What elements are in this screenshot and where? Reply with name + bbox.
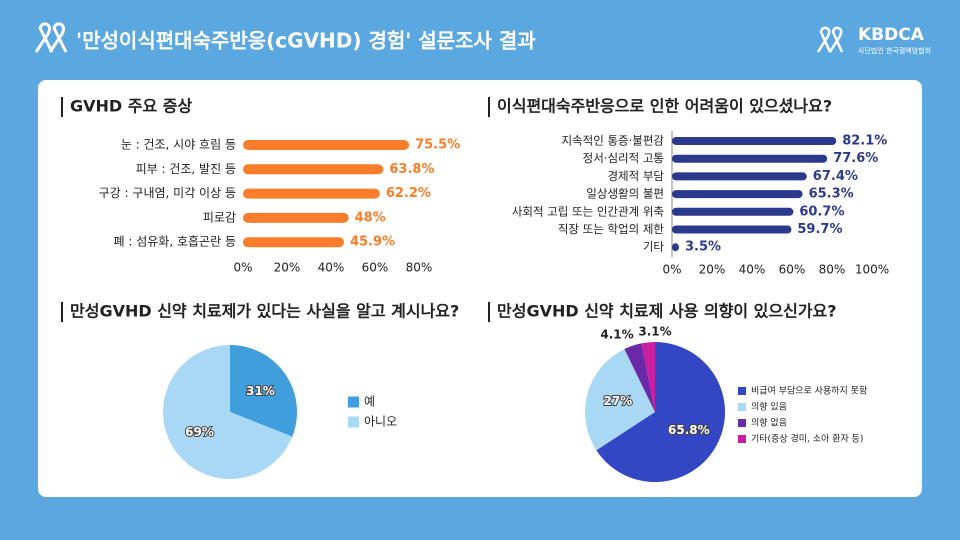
legend-label: 비급여 부담으로 사용하지 못함 xyxy=(751,385,867,397)
value-label: 65.3% xyxy=(809,187,854,202)
bar xyxy=(672,207,794,216)
value-label: 67.4% xyxy=(813,169,858,184)
value-label: 48% xyxy=(355,210,386,225)
bar xyxy=(672,137,837,145)
slice-label: 27% xyxy=(604,394,633,408)
x-tick-label: 40% xyxy=(318,261,345,275)
legend-swatch xyxy=(348,416,359,428)
value-label: 3.5% xyxy=(685,240,721,255)
bar xyxy=(672,243,679,252)
category-label: 경제적 부담 xyxy=(607,169,664,183)
legend-label: 예 xyxy=(364,395,375,409)
legend-label: 기타(증상 경미, 소아 환자 등) xyxy=(751,433,863,445)
bar xyxy=(243,164,384,175)
category-label: 정서·심리적 고통 xyxy=(583,151,664,165)
legend-label: 의향 있음 xyxy=(751,401,787,413)
value-label: 59.7% xyxy=(797,222,842,237)
value-label: 82.1% xyxy=(842,134,887,149)
category-label: 직장 또는 학업의 제한 xyxy=(558,222,665,236)
x-tick-label: 0% xyxy=(662,263,681,277)
category-label: 폐 : 섬유화, 호흡곤란 등 xyxy=(114,235,236,249)
bar xyxy=(243,237,344,248)
chart-title: 만성GVHD 신약 치료제 사용 의향이 있으신가요? xyxy=(497,302,837,321)
chart-title: 이식편대숙주반응으로 인한 어려움이 있으셨나요? xyxy=(497,97,832,116)
pie-slice xyxy=(624,343,655,412)
category-label: 사회적 고립 또는 인간관계 위축 xyxy=(512,204,664,218)
legend-swatch xyxy=(738,403,746,411)
x-tick-label: 60% xyxy=(779,263,806,277)
value-label: 75.5% xyxy=(415,138,460,153)
value-label: 63.8% xyxy=(389,162,434,177)
bar xyxy=(672,154,828,163)
bar xyxy=(672,172,807,181)
title-bar xyxy=(61,302,63,322)
title-bar xyxy=(488,302,490,322)
category-label: 구강 : 구내염, 미각 이상 등 xyxy=(99,186,236,200)
x-tick-label: 80% xyxy=(819,263,846,277)
pie-slice xyxy=(585,349,655,451)
ribbon-icon xyxy=(34,22,68,53)
pie-slice xyxy=(230,345,297,437)
legend-label: 아니오 xyxy=(364,415,397,429)
bar xyxy=(672,225,792,234)
x-tick-label: 60% xyxy=(362,261,389,275)
value-label: 62.2% xyxy=(386,186,431,201)
slice-label: 65.8% xyxy=(668,423,710,437)
logo-subtitle: 사단법인 한국혈액암협회 xyxy=(858,46,931,55)
x-tick-label: 80% xyxy=(406,261,433,275)
slice-label: 3.1% xyxy=(638,325,671,339)
x-tick-label: 100% xyxy=(855,263,889,277)
pie-slice xyxy=(596,341,726,483)
category-label: 눈 : 건조, 시야 흐림 등 xyxy=(121,138,236,152)
slice-label: 69% xyxy=(185,425,214,439)
bar xyxy=(243,212,349,223)
title-bar xyxy=(488,97,490,117)
logo-icon xyxy=(816,26,844,53)
bar xyxy=(243,188,380,199)
value-label: 60.7% xyxy=(799,204,844,219)
legend-swatch xyxy=(738,435,746,443)
legend-swatch xyxy=(738,419,746,427)
legend-label: 의향 없음 xyxy=(751,417,787,429)
category-label: 지속적인 통증·불편감 xyxy=(561,134,664,148)
bar xyxy=(672,190,803,199)
bar xyxy=(243,140,410,150)
x-tick-label: 20% xyxy=(274,261,301,275)
legend-swatch xyxy=(348,396,359,408)
logo-text: KBDCA xyxy=(858,25,925,45)
x-tick-label: 20% xyxy=(699,263,726,277)
chart-title: 만성GVHD 신약 치료제가 있다는 사실을 알고 계시나요? xyxy=(70,302,459,321)
x-tick-label: 0% xyxy=(233,261,252,275)
value-label: 45.9% xyxy=(350,235,395,250)
category-label: 기타 xyxy=(643,240,665,254)
category-label: 피로감 xyxy=(203,210,236,224)
pie-slice xyxy=(162,345,293,479)
value-label: 77.6% xyxy=(833,151,878,166)
x-tick-label: 40% xyxy=(739,263,766,277)
category-label: 피부 : 건조, 발진 등 xyxy=(136,162,236,176)
legend-swatch xyxy=(738,387,746,395)
page-title: '만성이식편대숙주반응(cGVHD) 경험' 설문조사 결과 xyxy=(76,29,536,53)
category-label: 일상생활의 불편 xyxy=(586,187,664,201)
title-bar xyxy=(61,97,63,117)
pie-slice xyxy=(641,342,655,412)
slice-label: 4.1% xyxy=(600,328,633,342)
slice-label: 31% xyxy=(246,384,275,398)
chart-title: GVHD 주요 증상 xyxy=(70,97,192,116)
